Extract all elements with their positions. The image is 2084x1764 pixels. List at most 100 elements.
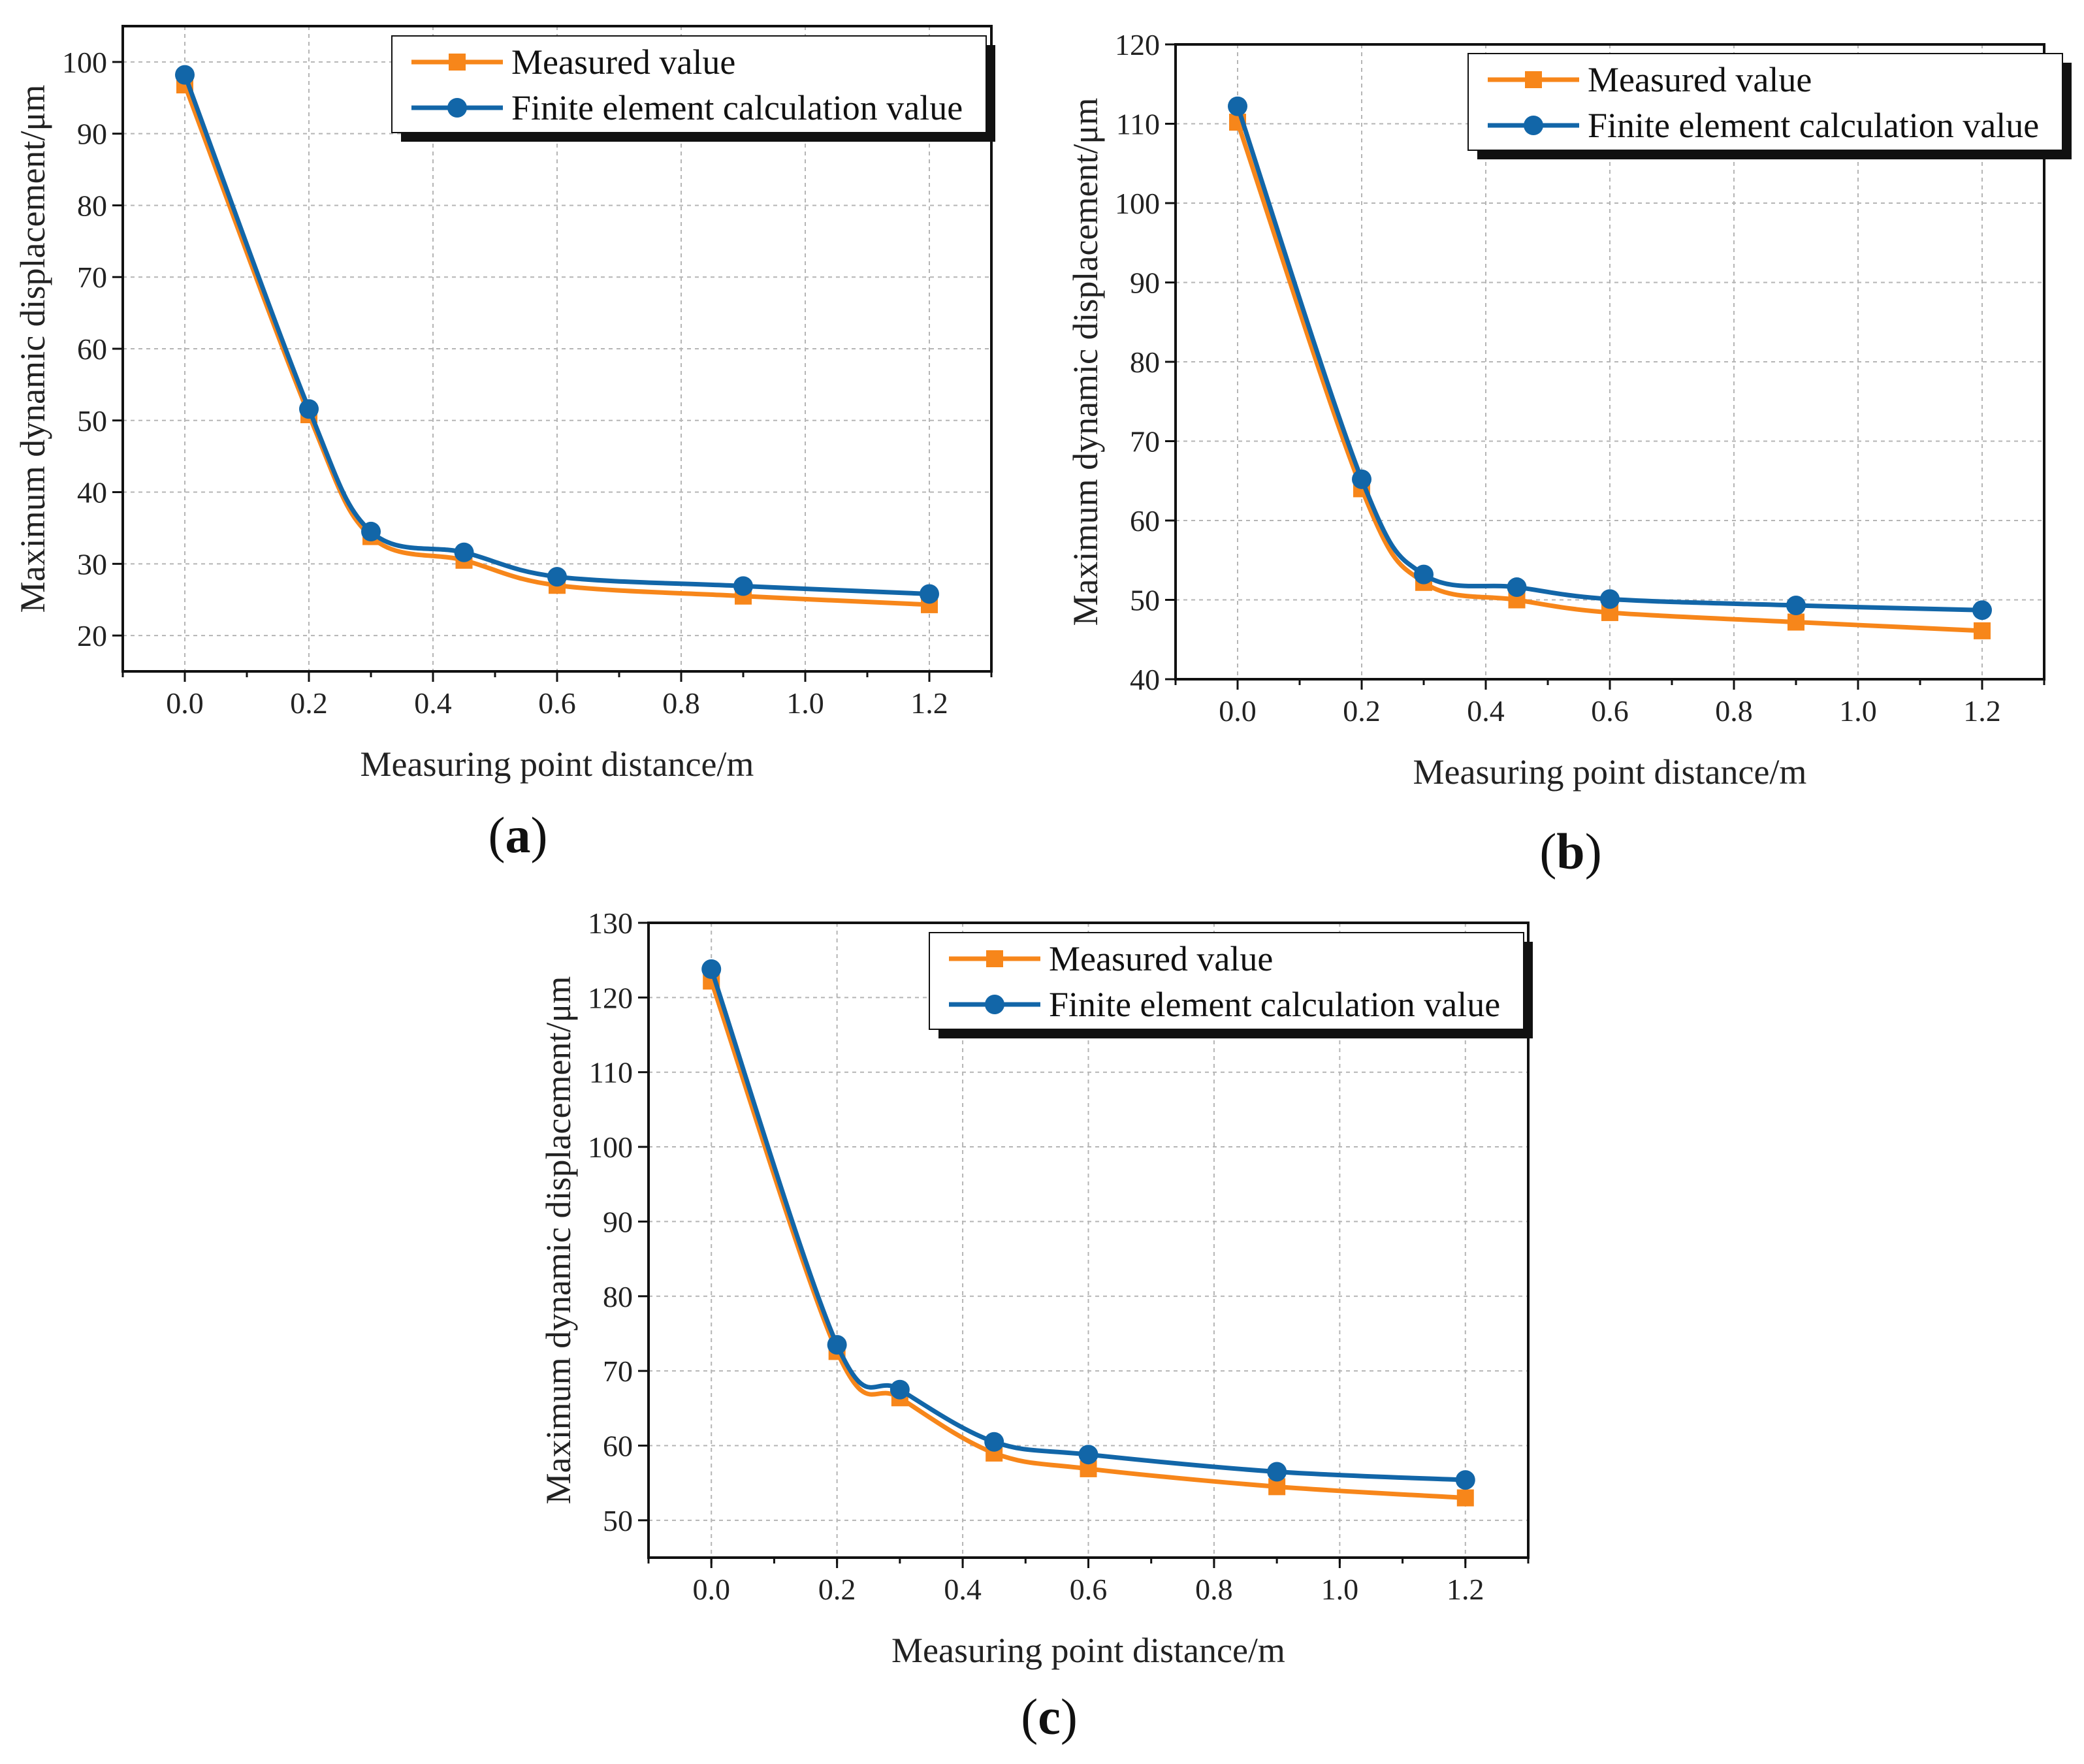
y-tick-label: 100 [62, 46, 107, 79]
x-tick-label: 1.0 [1839, 694, 1877, 728]
legend-box [1467, 53, 2063, 151]
measured-point [1456, 1489, 1474, 1507]
x-tick-label: 0.2 [290, 686, 328, 720]
x-tick-label: 1.0 [1321, 1573, 1359, 1606]
legend-marker-circle [447, 98, 467, 118]
x-tick-label: 1.0 [786, 686, 824, 720]
x-tick-label: 0.2 [1343, 694, 1381, 728]
x-axis-title: Measuring point distance/m [1413, 752, 1807, 792]
panel-label: (c) [1021, 1688, 1078, 1745]
legend-marker-square [1525, 71, 1542, 88]
y-tick-label: 60 [1130, 504, 1160, 537]
fem-point [361, 521, 381, 541]
y-axis-title: Maximum dynamic displacement/μm [13, 85, 52, 613]
fem-point [1455, 1470, 1475, 1490]
y-tick-label: 30 [77, 547, 107, 581]
y-tick-label: 90 [603, 1205, 633, 1238]
y-tick-label: 70 [603, 1355, 633, 1388]
panel-label: (a) [489, 807, 548, 863]
fem-point [984, 1432, 1004, 1452]
y-tick-label: 90 [1130, 266, 1160, 300]
y-axis-title: Maximum dynamic displacement/μm [1066, 98, 1105, 626]
y-tick-label: 60 [77, 332, 107, 366]
x-axis-title: Measuring point distance/m [891, 1631, 1285, 1670]
legend-label: Measured value [1588, 60, 1812, 99]
x-tick-label: 0.2 [818, 1573, 856, 1606]
fem-point [175, 65, 195, 85]
legend: Measured value Finite element calculation… [929, 932, 1533, 1038]
y-tick-label: 120 [588, 981, 633, 1014]
legend-marker-circle [1524, 116, 1543, 135]
legend-box [391, 35, 987, 133]
y-tick-label: 50 [603, 1504, 633, 1537]
y-tick-label: 60 [603, 1429, 633, 1462]
fem-point [1786, 596, 1806, 616]
legend-marker-square [449, 54, 466, 71]
y-tick-label: 40 [1130, 663, 1160, 696]
measured-point [1787, 613, 1804, 631]
fem-point [890, 1379, 910, 1400]
chart-panel-c: 0.0 0.2 0.4 0.6 0.8 1.0 1.2 50 60 70 80 90 100 110 120… [539, 906, 1533, 1745]
x-tick-label: 0.0 [1219, 694, 1257, 728]
y-tick-label: 130 [588, 906, 633, 940]
plot-frame [647, 922, 1530, 1559]
y-tick-label: 100 [1115, 187, 1160, 220]
y-tick-label: 70 [77, 261, 107, 294]
x-tick-label: 0.6 [1070, 1573, 1108, 1606]
y-tick-label: 50 [77, 404, 107, 438]
y-tick-label: 50 [1130, 584, 1160, 617]
fem-point [454, 542, 474, 562]
y-tick-label: 20 [77, 619, 107, 652]
y-tick-label: 80 [77, 189, 107, 222]
x-tick-label: 1.2 [1963, 694, 2001, 728]
x-tick-label: 0.4 [1467, 694, 1505, 728]
fem-point [827, 1335, 847, 1355]
legend-label: Measured value [1049, 939, 1273, 978]
x-tick-label: 1.2 [1447, 1573, 1484, 1606]
plot-frame [121, 25, 993, 673]
x-tick-label: 0.8 [662, 686, 700, 720]
measured-point [1974, 622, 1991, 639]
x-tick-label: 0.0 [692, 1573, 730, 1606]
x-axis-title: Measuring point distance/m [361, 745, 754, 784]
y-tick-label: 80 [603, 1280, 633, 1313]
legend-marker-square [986, 950, 1003, 967]
y-tick-label: 110 [589, 1056, 633, 1089]
x-tick-label: 0.4 [414, 686, 452, 720]
fem-point [1972, 600, 1992, 620]
legend-label: Finite element calculation value [1049, 985, 1500, 1024]
fem-point [701, 959, 722, 979]
x-tick-label: 0.4 [944, 1573, 982, 1606]
x-tick-label: 0.0 [166, 686, 204, 720]
y-tick-label: 90 [77, 118, 107, 151]
x-tick-label: 0.6 [538, 686, 576, 720]
chart-panel-b: 0.0 0.2 0.4 0.6 0.8 1.0 1.2 40 50 60 70 80 90 100 110 1… [1066, 28, 2072, 880]
fem-point [1078, 1445, 1098, 1465]
legend-label: Finite element calculation value [1588, 106, 2039, 145]
fem-point [1507, 577, 1527, 598]
fem-point [1267, 1462, 1287, 1482]
legend-label: Finite element calculation value [511, 88, 963, 127]
legend-label: Measured value [511, 42, 735, 82]
y-tick-label: 120 [1115, 28, 1160, 61]
legend: Measured value Finite element calculation… [1467, 53, 2072, 159]
fem-point [733, 576, 753, 596]
fem-point [1352, 469, 1371, 489]
fem-point [299, 399, 319, 419]
panel-label: (b) [1539, 823, 1601, 880]
y-tick-label: 110 [1116, 108, 1160, 141]
fem-point [547, 567, 567, 587]
y-tick-label: 40 [77, 476, 107, 509]
plot-frame [1174, 43, 2045, 681]
fem-point [1414, 564, 1434, 585]
legend: Measured value Finite element calculation… [391, 35, 995, 142]
y-tick-label: 80 [1130, 345, 1160, 379]
fem-point [920, 584, 939, 604]
x-tick-label: 0.6 [1591, 694, 1629, 728]
x-tick-label: 0.8 [1715, 694, 1753, 728]
y-axis-title: Maximum dynamic displacement/μm [539, 976, 578, 1505]
fem-point [1600, 589, 1620, 609]
legend-marker-circle [985, 995, 1004, 1014]
chart-panel-a: 0.0 0.2 0.4 0.6 0.8 1.0 1.2 20 30 40 50 60 70 80 90 100… [13, 25, 995, 863]
